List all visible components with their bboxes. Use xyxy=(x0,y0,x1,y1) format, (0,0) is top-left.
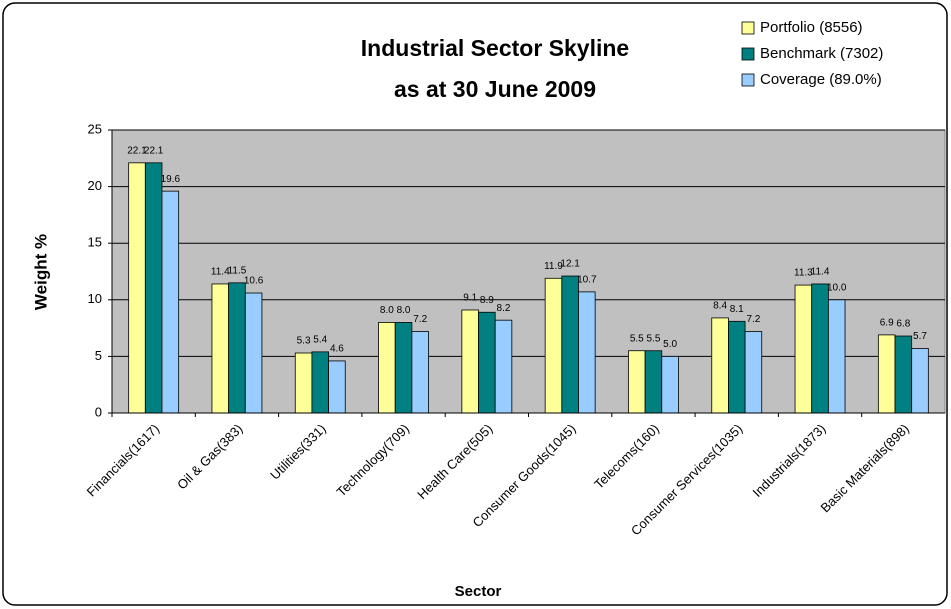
y-tick-label: 0 xyxy=(95,404,102,419)
value-label: 10.7 xyxy=(577,275,597,286)
bar xyxy=(628,350,646,414)
y-tick-label: 5 xyxy=(95,348,102,363)
value-label: 9.1 xyxy=(463,293,477,304)
legend-label: Portfolio (8556) xyxy=(760,19,863,36)
bar xyxy=(811,283,829,414)
bar xyxy=(877,334,896,414)
bar xyxy=(378,322,396,414)
value-label: 5.3 xyxy=(297,336,311,347)
value-label: 8.2 xyxy=(497,303,511,314)
y-tick-label: 15 xyxy=(88,235,102,250)
value-label: 11.4 xyxy=(211,267,230,278)
bar xyxy=(294,352,313,414)
legend-label: Benchmark (7302) xyxy=(760,45,883,62)
value-label: 8.4 xyxy=(713,301,727,312)
value-label: 8.1 xyxy=(730,304,744,315)
value-label: 5.0 xyxy=(663,339,677,350)
bar xyxy=(794,284,813,414)
bar xyxy=(328,360,346,414)
bar xyxy=(211,283,230,414)
bar xyxy=(478,311,496,414)
value-label: 7.2 xyxy=(413,314,427,325)
value-label: 6.8 xyxy=(896,319,910,330)
bar xyxy=(644,350,663,414)
value-label: 5.5 xyxy=(630,333,644,344)
value-label: 22.1 xyxy=(127,145,147,156)
bar xyxy=(228,282,246,414)
value-label: 11.9 xyxy=(544,261,563,272)
bar xyxy=(128,162,146,414)
legend-label: Coverage (89.0%) xyxy=(760,71,882,88)
bar xyxy=(894,335,913,414)
bar xyxy=(744,331,763,414)
bar xyxy=(144,162,163,414)
bar xyxy=(161,190,180,414)
chart-title: Industrial Sector Skyline xyxy=(361,35,629,61)
legend-swatch xyxy=(741,21,755,35)
bar xyxy=(561,275,579,414)
bar xyxy=(311,351,329,414)
legend-swatch xyxy=(741,73,755,87)
bar xyxy=(578,291,596,414)
value-label: 6.9 xyxy=(880,318,894,329)
bar xyxy=(411,331,429,414)
bar xyxy=(661,355,679,414)
value-label: 10.6 xyxy=(244,276,264,287)
value-label: 5.4 xyxy=(313,335,327,346)
bar xyxy=(461,309,479,414)
y-tick-label: 20 xyxy=(88,178,102,193)
y-tick-label: 10 xyxy=(88,291,102,306)
bar xyxy=(711,317,729,414)
x-axis-label: Sector xyxy=(455,583,502,600)
y-axis-label: Weight % xyxy=(31,234,50,310)
value-label: 8.9 xyxy=(480,295,494,306)
value-label: 11.5 xyxy=(228,265,247,276)
value-label: 12.1 xyxy=(560,259,580,270)
bar xyxy=(494,319,513,414)
value-label: 10.0 xyxy=(827,282,847,293)
value-label: 11.3 xyxy=(794,268,813,279)
bar xyxy=(544,277,563,414)
bar xyxy=(244,292,263,414)
bar xyxy=(827,299,846,414)
bar xyxy=(394,322,413,414)
bar xyxy=(728,320,746,414)
value-label: 8.0 xyxy=(380,305,394,316)
bar xyxy=(911,348,929,414)
value-label: 19.6 xyxy=(161,174,181,185)
value-label: 5.5 xyxy=(646,333,660,344)
chart-subtitle: as at 30 June 2009 xyxy=(394,76,596,102)
value-label: 7.2 xyxy=(746,314,760,325)
y-tick-label: 25 xyxy=(88,121,102,136)
value-label: 22.1 xyxy=(144,145,164,156)
value-label: 4.6 xyxy=(330,344,344,355)
value-label: 11.4 xyxy=(811,267,830,278)
legend-swatch xyxy=(741,47,755,61)
value-label: 8.0 xyxy=(397,305,411,316)
value-label: 5.7 xyxy=(913,331,927,342)
